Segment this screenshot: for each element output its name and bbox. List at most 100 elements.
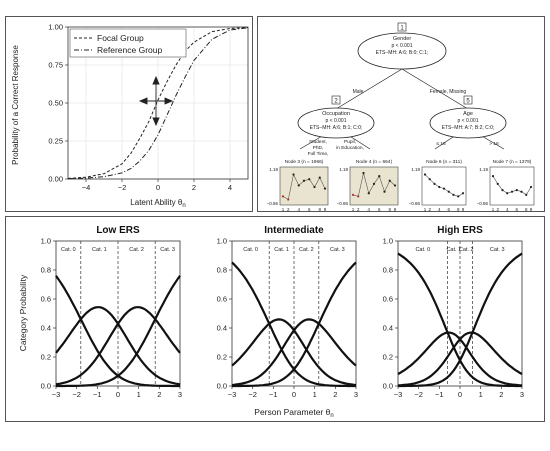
ers-xtick-label: −3 — [52, 390, 61, 399]
leaf-point — [510, 190, 514, 193]
ers-category-label: Cat. 0 — [61, 247, 76, 253]
ers-category-label: Cat. 1 — [446, 247, 461, 253]
ers-panel-title: Low ERS — [96, 225, 140, 236]
ers-ytick-label: 0.8 — [217, 266, 227, 275]
ers-xtick-label: 1 — [137, 390, 141, 399]
tree-node-5-variable: Age — [463, 111, 473, 117]
leaf-ybottom-label: −0.86 — [337, 201, 349, 206]
leaf-xtick-label: 9 — [462, 207, 465, 212]
leaf-xtick-label: 4 — [506, 207, 509, 212]
leaf-xtick-label: 8 — [525, 207, 528, 212]
ers-category-label: Cat. 0 — [415, 247, 430, 253]
leaf-point — [442, 187, 446, 190]
tree-node-5-id: 5 — [466, 99, 470, 105]
leaf-point — [423, 173, 427, 176]
ers-category-label: Cat. 3 — [330, 247, 345, 253]
icc-xtick-label: 0 — [156, 183, 160, 192]
ers-ytick-label: 0.0 — [41, 382, 51, 391]
ers-xtick-label: 3 — [520, 390, 524, 399]
icc-ytick-label: 0.75 — [48, 61, 63, 70]
ers-ylabel: Category Probability — [18, 274, 28, 351]
leaf-ybottom-label: −0.86 — [409, 201, 421, 206]
ers-ytick-label: 1.0 — [383, 237, 393, 246]
leaf-point — [506, 192, 509, 195]
edge-label-occ-left-3: Full Time, — [308, 151, 329, 157]
icc-ylabel: Probability of a Correct Response — [11, 45, 20, 165]
panel-tree: 1 Gender p < 0.001 ETS−MH: A:6; B:0; C:1… — [257, 16, 545, 212]
leaf-point — [323, 187, 327, 190]
ers-xtick-label: −2 — [414, 390, 423, 399]
tree-leaf-3: Node 6 (n = 311) 1.19 −0.861 2 4 6 8 9 — [409, 159, 467, 212]
leaf-point — [428, 178, 431, 181]
leaf-xtick-label: 6 — [308, 207, 311, 212]
leaf-point — [362, 171, 365, 175]
ers-xtick-label: −2 — [248, 390, 257, 399]
icc-ytick-label: 0.50 — [48, 99, 63, 108]
leaf-point — [452, 193, 455, 196]
leaf-ytop-label: 1.19 — [339, 167, 348, 172]
leaf-point — [393, 184, 397, 187]
leaf-title: Node 4 (n = 664) — [356, 159, 393, 165]
ers-ytick-label: 0.4 — [41, 324, 51, 333]
leaf-point — [457, 195, 460, 198]
ers-category-label: Cat. 0 — [243, 247, 258, 253]
ers-panel-2: Intermediate −3 −2 −1 0 1 2 3 0.0 0.2 0.4 0.6 0.8 1.0… — [217, 225, 359, 399]
edge-label-female: Female, Missing — [430, 89, 467, 95]
ers-xtick-label: 0 — [292, 390, 296, 399]
ers-panel-title: High ERS — [437, 225, 483, 236]
icc-xlabel: Latent Ability θn — [130, 198, 185, 209]
leaf-point — [433, 182, 436, 185]
edge-label-age-right: > 18 — [489, 141, 499, 147]
leaf-point — [515, 189, 518, 192]
ers-xtick-label: 1 — [479, 390, 483, 399]
ers-category-curve — [397, 331, 523, 387]
ers-ytick-label: 1.0 — [217, 237, 227, 246]
tree-edges — [299, 68, 505, 150]
leaf-ytop-label: 1.19 — [411, 167, 420, 172]
ers-ytick-label: 0.6 — [217, 295, 227, 304]
ers-xtick-label: 0 — [116, 390, 120, 399]
edge-label-male: Male — [353, 89, 364, 95]
leaf-xtick-label: 6 — [515, 207, 518, 212]
ers-xtick-label: 3 — [354, 390, 358, 399]
ers-panel-title: Intermediate — [264, 225, 324, 236]
leaf-xtick-label: 1 — [424, 207, 427, 212]
ers-charts: Low ERS −3 −2 −1 0 1 2 3 0.0 0.2 0.4 0.6 0.8 1.0 Cat. … — [18, 225, 524, 419]
leaf-point — [318, 176, 321, 179]
ers-category-label: Cat. 3 — [490, 247, 505, 253]
leaf-ytop-label: 1.19 — [479, 167, 488, 172]
edge-label-occ-left-2: PhD, — [313, 145, 324, 151]
leaf-point — [383, 190, 386, 193]
icc-focal-curve — [67, 27, 249, 179]
leaf-plot-area — [489, 166, 535, 206]
icc-chart: −4 −2 0 2 4 0.00 0.25 0.50 0.75 1.00 Focal Group … — [11, 23, 249, 209]
leaf-xtick-label: 9 — [394, 207, 397, 212]
tree-diagram: 1 Gender p < 0.001 ETS−MH: A:6; B:0; C:1… — [267, 22, 535, 212]
edge-label-occ-left-1: Student, — [309, 139, 327, 145]
tree-node-1-p: p < 0.001 — [392, 43, 413, 49]
leaf-ytop-label: 1.19 — [269, 167, 278, 172]
tree-node-5-stat: ETS−MH: A:7; B:2; C:0; — [442, 125, 495, 131]
tree-node-2-p: p < 0.001 — [326, 118, 347, 124]
leaf-title: Node 7 (n = 1379) — [493, 159, 532, 165]
ers-category-curve — [55, 306, 181, 386]
ers-ytick-label: 0.2 — [41, 353, 51, 362]
ers-ytick-label: 0.8 — [41, 266, 51, 275]
leaf-xtick-label: 2 — [287, 207, 290, 212]
edge-label-occ-right-2: in Education, — [336, 145, 364, 151]
leaf-xtick-label: 9 — [530, 207, 533, 212]
leaf-ybottom-label: −0.86 — [477, 201, 489, 206]
leaf-point — [496, 182, 499, 185]
leaf-plot-area — [421, 166, 467, 206]
ers-xtick-label: −3 — [228, 390, 237, 399]
ers-category-curve — [56, 275, 181, 388]
ers-category-label: Cat. 1 — [92, 247, 107, 253]
leaf-xtick-label: 1 — [492, 207, 495, 212]
leaf-point — [287, 198, 290, 201]
ers-category-curve — [231, 318, 357, 387]
tree-leaf-1: Node 3 (n = 1966) 1.19 −0.861 2 4 6 8 9 — [267, 159, 329, 212]
ers-xtick-label: −1 — [435, 390, 444, 399]
leaf-point — [367, 192, 370, 195]
leaf-point — [351, 193, 355, 196]
leaf-title: Node 6 (n = 311) — [426, 159, 462, 165]
